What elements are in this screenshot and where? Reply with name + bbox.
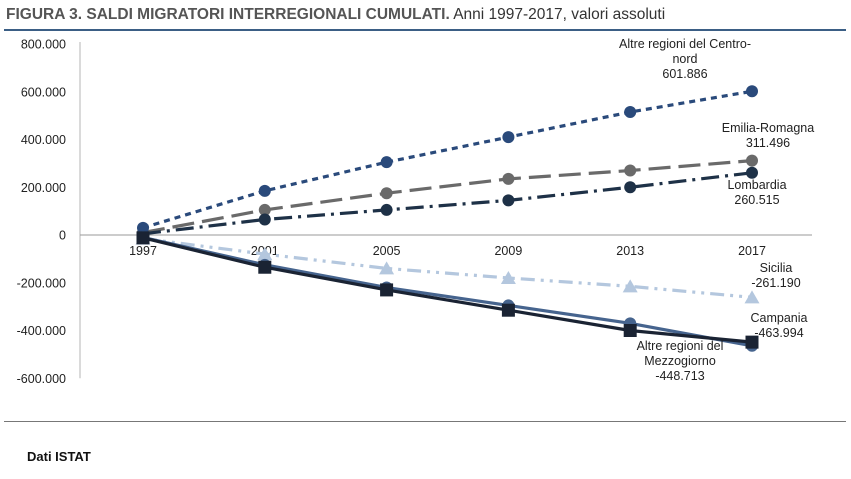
data-point [746, 154, 758, 167]
x-tick-label: 2009 [494, 244, 522, 258]
data-point [137, 221, 149, 234]
data-point [258, 184, 271, 197]
series-data-label: -261.190 [751, 276, 800, 290]
y-tick-label: -400.000 [17, 324, 66, 338]
series-data-label: Altre regioni del Centro- [619, 37, 751, 51]
y-tick-label: 200.000 [21, 181, 66, 195]
data-point [380, 156, 393, 169]
y-tick-label: -200.000 [17, 276, 66, 290]
data-point [624, 181, 637, 194]
data-point [623, 324, 637, 337]
data-point [258, 213, 271, 226]
source-note: Dati ISTAT [27, 449, 91, 464]
data-point [380, 203, 393, 216]
x-tick-label: 2017 [738, 244, 766, 258]
x-tick-label: 2013 [616, 244, 644, 258]
chart-title-subtitle: Anni 1997-2017, valori assoluti [453, 6, 666, 23]
y-tick-label: 600.000 [21, 85, 66, 99]
series-data-label: -463.994 [754, 326, 803, 340]
data-point [380, 283, 394, 297]
series-line [142, 236, 753, 299]
chart-title-bold: FIGURA 3. SALDI MIGRATORI INTERREGIONALI… [6, 6, 450, 23]
series-line [142, 89, 753, 230]
series-data-label: 260.515 [734, 193, 779, 207]
series-data-label: nord [672, 52, 697, 66]
series-data-label: 311.496 [746, 136, 790, 150]
series-line [142, 159, 753, 235]
data-point [746, 166, 758, 179]
data-point [624, 106, 637, 119]
data-point [258, 203, 271, 216]
series-data-label: Sicilia [760, 261, 793, 275]
data-point [258, 260, 272, 274]
data-point [380, 187, 393, 200]
series-data-label: Campania [751, 311, 808, 325]
y-tick-label: 800.000 [21, 38, 66, 52]
data-point [744, 290, 760, 304]
data-point [501, 303, 515, 317]
series-line [142, 236, 753, 344]
data-point [136, 231, 150, 245]
series-data-label: 601.886 [662, 67, 707, 81]
chart-title: FIGURA 3. SALDI MIGRATORI INTERREGIONALI… [6, 6, 846, 24]
data-point [746, 85, 758, 98]
series-data-label: Mezzogiorno [644, 354, 716, 368]
line-chart: 800.000 600.000 400.000 200.000 0 -200.000 -40… [17, 37, 815, 386]
title-rule [4, 29, 846, 31]
series-data-label: Emilia-Romagna [722, 121, 814, 135]
data-point [500, 270, 516, 284]
series-data-label: Lombardia [727, 178, 786, 192]
footer-rule [4, 421, 846, 422]
data-point [502, 194, 515, 207]
data-point [622, 279, 638, 293]
data-point [379, 261, 395, 275]
series-data-label: -448.713 [655, 369, 704, 383]
data-point [502, 172, 515, 185]
data-point [257, 247, 273, 261]
series-line [142, 171, 753, 236]
x-tick-label: 2005 [373, 244, 401, 258]
data-point [502, 131, 515, 144]
y-tick-label: 0 [59, 229, 66, 243]
series-line [142, 235, 753, 348]
y-tick-label: 400.000 [21, 133, 66, 147]
series-data-label: Altre regioni del [637, 339, 724, 353]
y-tick-label: -600.000 [17, 372, 66, 386]
data-point [745, 335, 759, 349]
data-point [624, 164, 637, 177]
x-tick-label: 1997 [129, 244, 157, 258]
